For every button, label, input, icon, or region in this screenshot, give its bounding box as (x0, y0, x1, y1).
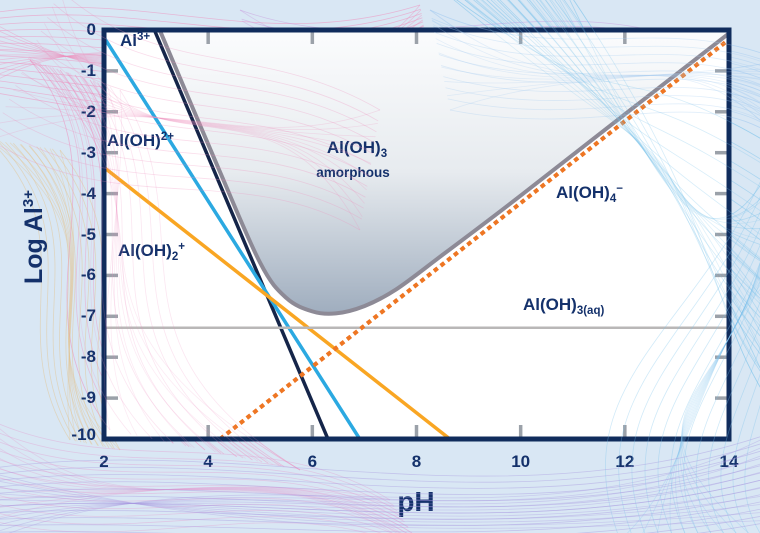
mesh-curve (19, 144, 99, 446)
mesh-curve (49, 148, 78, 442)
mesh-curve (13, 143, 88, 444)
mesh-curve (239, 9, 651, 32)
mesh-curve (0, 150, 71, 441)
mesh-curve (28, 145, 99, 446)
mesh-curve (37, 62, 127, 434)
amorphous-region-fill (159, 30, 729, 314)
mesh-curve (51, 148, 115, 450)
mesh-curve (0, 142, 76, 442)
plot-border (101, 27, 732, 442)
mesh-curve (9, 142, 107, 448)
Al3+-line (152, 30, 330, 439)
mesh-curve (59, 149, 75, 441)
mesh-curve (0, 4, 421, 24)
mesh-curve (5, 141, 82, 443)
mesh-curve (29, 145, 92, 445)
mesh-curve (0, 8, 421, 31)
mesh-curve (39, 146, 85, 444)
mesh-curve (36, 146, 104, 447)
AlOH2+-line (104, 34, 362, 439)
mesh-curve (0, 147, 121, 451)
mesh-curve (0, 141, 114, 449)
mesh-curve (44, 147, 110, 448)
amorphous-boundary-curve (157, 30, 729, 316)
Al(OH)4--dotted-line (218, 37, 729, 439)
mesh-curve (20, 144, 93, 445)
Al(OH)2+-line (104, 166, 451, 439)
